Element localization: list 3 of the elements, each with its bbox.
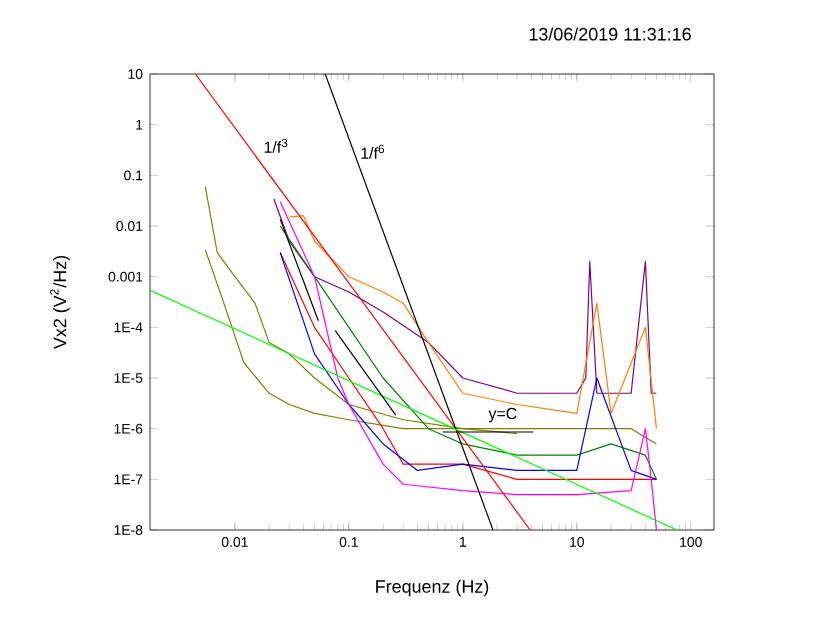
chart-title: 13/06/2019 11:31:16	[529, 27, 691, 41]
y-axis-title: Vx2 (V$^{2}$/Hz)	[50, 255, 70, 350]
x-axis-title: Frequenz (Hz)	[376, 579, 489, 597]
